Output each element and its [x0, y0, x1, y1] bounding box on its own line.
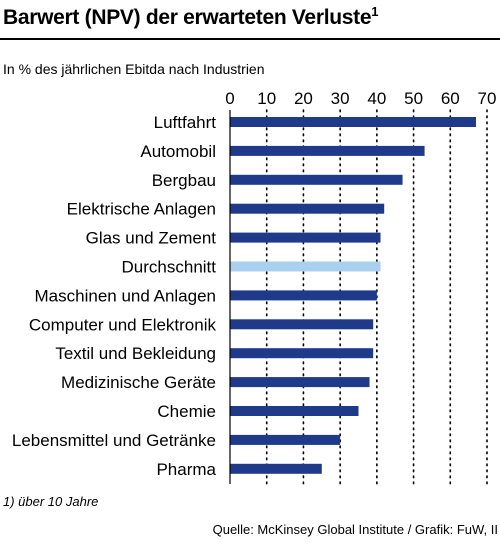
category-label-7: Computer und Elektronik — [29, 315, 217, 334]
bars — [230, 117, 476, 474]
category-label-6: Maschinen und Anlagen — [35, 286, 216, 305]
x-tick-label-60: 60 — [441, 89, 460, 108]
bar-1 — [230, 145, 425, 156]
title-rule — [0, 38, 500, 40]
x-tick-label-0: 0 — [225, 89, 234, 108]
category-label-8: Textil und Bekleidung — [55, 344, 216, 363]
x-tick-label-20: 20 — [294, 89, 313, 108]
category-label-11: Lebensmittel und Getränke — [12, 431, 216, 450]
chart-subtitle: In % des jährlichen Ebitda nach Industri… — [3, 61, 265, 77]
footnote: 1) über 10 Jahre — [3, 494, 99, 509]
category-label-5: Durchschnitt — [122, 258, 217, 277]
x-tick-label-50: 50 — [404, 89, 423, 108]
bar-12 — [230, 463, 322, 474]
chart-title-text: Barwert (NPV) der erwarteten Verluste — [3, 6, 372, 29]
x-axis-ticks: 0 10 20 30 40 50 60 70 — [225, 89, 496, 108]
chart-title: Barwert (NPV) der erwarteten Verluste1 — [3, 4, 378, 30]
title-footnote-marker: 1 — [371, 4, 379, 19]
category-label-2: Bergbau — [152, 171, 216, 190]
source-credit: Quelle: McKinsey Global Institute / Graf… — [212, 522, 498, 537]
category-label-0: Luftfahrt — [154, 113, 217, 132]
x-tick-label-40: 40 — [367, 89, 386, 108]
x-tick-label-30: 30 — [331, 89, 350, 108]
category-label-10: Chemie — [157, 402, 216, 421]
bar-5 — [230, 261, 381, 272]
category-labels: Luftfahrt Automobil Bergbau Elektrische Anl… — [12, 113, 217, 479]
category-label-12: Pharma — [156, 460, 216, 479]
category-label-1: Automobil — [140, 142, 216, 161]
bar-10 — [230, 406, 359, 416]
bar-8 — [230, 348, 374, 359]
bar-chart: 0 10 20 30 40 50 60 70 Luftfahrt Automobil Bergba… — [12, 89, 496, 485]
bar-11 — [230, 434, 341, 445]
bar-6 — [230, 290, 377, 301]
x-tick-label-70: 70 — [478, 89, 497, 108]
bar-7 — [230, 319, 374, 330]
bar-3 — [230, 203, 385, 214]
category-label-3: Elektrische Anlagen — [67, 200, 216, 219]
bar-9 — [230, 377, 370, 388]
category-label-9: Medizinische Geräte — [61, 373, 216, 392]
bar-0 — [230, 117, 476, 127]
bar-2 — [230, 174, 403, 185]
bar-4 — [230, 232, 381, 243]
category-label-4: Glas und Zement — [86, 229, 217, 248]
x-tick-label-10: 10 — [257, 89, 276, 108]
